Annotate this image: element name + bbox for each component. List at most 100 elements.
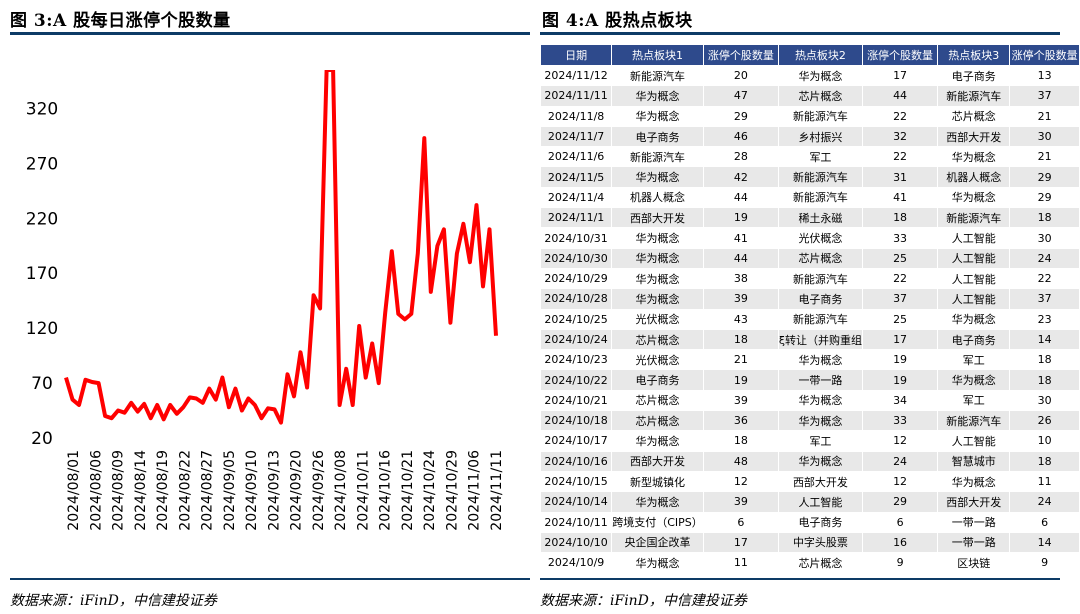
table-cell: 2024/10/18 bbox=[539, 410, 613, 432]
table-cell: 29 bbox=[1009, 186, 1080, 209]
x-tick-label: 2024/11/11 bbox=[489, 450, 505, 531]
table-cell: 芯片概念 bbox=[777, 247, 864, 269]
table-cell: 华为概念 bbox=[937, 186, 1011, 209]
table-cell: 电子商务 bbox=[777, 511, 864, 533]
table-cell: 19 bbox=[862, 369, 939, 391]
table-row: 2024/10/15 新型城镇化 12 西部大开发 12 华为概念 11 bbox=[539, 470, 1080, 493]
table-cell: 2024/10/11 bbox=[539, 511, 613, 533]
table-cell: 2024/11/12 bbox=[539, 64, 613, 87]
table-cell: 2024/10/21 bbox=[539, 389, 613, 412]
x-tick-label: 2024/10/21 bbox=[400, 450, 416, 531]
table-cell: 人工智能 bbox=[937, 267, 1011, 290]
table-cell: 44 bbox=[702, 247, 779, 269]
column-header: 热点板块1 bbox=[611, 44, 704, 66]
table-cell: 2024/10/31 bbox=[539, 227, 613, 249]
table-cell: 华为概念 bbox=[611, 552, 704, 574]
table-cell: 2024/10/10 bbox=[539, 531, 613, 554]
table-cell: 19 bbox=[702, 369, 779, 391]
table-cell: 22 bbox=[1009, 267, 1080, 290]
column-header: 涨停个股数量 bbox=[862, 44, 939, 66]
column-header: 热点板块3 bbox=[937, 44, 1011, 66]
table-cell: 2024/11/11 bbox=[539, 85, 613, 107]
table-cell: 人工智能 bbox=[937, 247, 1011, 269]
table-row: 2024/10/30 华为概念 44 芯片概念 25 人工智能 24 bbox=[539, 247, 1080, 269]
table-cell: 33 bbox=[862, 227, 939, 249]
table-cell: 41 bbox=[702, 227, 779, 249]
table-cell: 一带一路 bbox=[777, 369, 864, 391]
table-cell: 29 bbox=[702, 105, 779, 127]
table-row: 2024/11/8 华为概念 29 新能源汽车 22 芯片概念 21 bbox=[539, 105, 1080, 127]
table-cell: 19 bbox=[862, 349, 939, 371]
table-cell: 华为概念 bbox=[937, 470, 1011, 493]
table-cell: 2024/10/25 bbox=[539, 308, 613, 330]
table-row: 2024/10/25 光伏概念 43 新能源汽车 25 华为概念 23 bbox=[539, 308, 1080, 330]
table-cell: 华为概念 bbox=[777, 64, 864, 87]
table-cell: 2024/10/30 bbox=[539, 247, 613, 269]
table-cell: 30 bbox=[1009, 389, 1080, 412]
table-cell: 2024/10/17 bbox=[539, 430, 613, 452]
table-cell: 芯片概念 bbox=[611, 389, 704, 412]
table-cell: 西部大开发 bbox=[611, 450, 704, 472]
table-cell: 2024/11/6 bbox=[539, 146, 613, 168]
x-tick-label: 2024/10/11 bbox=[355, 450, 371, 531]
table-cell: 21 bbox=[1009, 146, 1080, 168]
table-cell: 人工智能 bbox=[937, 288, 1011, 310]
table-row: 2024/11/4 机器人概念 44 新能源汽车 41 华为概念 29 bbox=[539, 186, 1080, 209]
table-cell: 华为概念 bbox=[937, 369, 1011, 391]
left-bottom-rule bbox=[10, 578, 530, 580]
table-cell: 34 bbox=[862, 389, 939, 412]
table-row: 2024/10/21 芯片概念 39 华为概念 34 军工 30 bbox=[539, 389, 1080, 412]
table-cell: 44 bbox=[702, 186, 779, 209]
table-cell: 芯片概念 bbox=[611, 410, 704, 432]
right-top-rule bbox=[540, 32, 1060, 35]
table-cell: 39 bbox=[702, 389, 779, 412]
column-header: 涨停个股数量 bbox=[1009, 44, 1080, 66]
table-cell: 光伏概念 bbox=[777, 227, 864, 249]
table-cell: 22 bbox=[862, 146, 939, 168]
x-tick-label: 2024/08/14 bbox=[133, 450, 149, 531]
table-cell: 华为概念 bbox=[611, 267, 704, 290]
table-cell: 2024/10/14 bbox=[539, 491, 613, 513]
y-tick-label: 170 bbox=[26, 264, 58, 284]
table-cell: 19 bbox=[702, 207, 779, 229]
table-cell: 18 bbox=[1009, 450, 1080, 472]
table-cell: 西部大开发 bbox=[611, 207, 704, 229]
table-cell: 2024/10/28 bbox=[539, 288, 613, 310]
table-cell: 29 bbox=[1009, 166, 1080, 188]
table-cell: 电子商务 bbox=[937, 328, 1011, 351]
x-tick-label: 2024/10/24 bbox=[422, 450, 438, 531]
table-cell: 光伏概念 bbox=[611, 349, 704, 371]
x-tick-label: 2024/08/22 bbox=[177, 450, 193, 531]
x-tick-label: 2024/08/06 bbox=[88, 450, 104, 531]
table-cell: 17 bbox=[862, 64, 939, 87]
x-tick-label: 2024/10/08 bbox=[333, 450, 349, 531]
table-cell: 电子商务 bbox=[777, 288, 864, 310]
table-cell: 芯片概念 bbox=[777, 552, 864, 574]
table-cell: 38 bbox=[702, 267, 779, 290]
table-cell: 17 bbox=[702, 531, 779, 554]
table-cell: 18 bbox=[1009, 369, 1080, 391]
x-tick-label: 2024/08/09 bbox=[111, 450, 127, 531]
table-cell: 33 bbox=[862, 410, 939, 432]
table-cell: 2024/10/9 bbox=[539, 552, 613, 574]
table-cell: 37 bbox=[1009, 85, 1080, 107]
table-cell: 12 bbox=[862, 430, 939, 452]
table-cell: 西部大开发 bbox=[937, 491, 1011, 513]
table-cell: 一带一路 bbox=[937, 511, 1011, 533]
table-cell: 华为概念 bbox=[611, 288, 704, 310]
column-header: 日期 bbox=[539, 44, 613, 66]
right-figure-title: 图 4:A 股热点板块 bbox=[542, 11, 693, 31]
table-row: 2024/10/29 华为概念 38 新能源汽车 22 人工智能 22 bbox=[539, 267, 1080, 290]
table-cell: 人工智能 bbox=[937, 430, 1011, 452]
table-cell: 41 bbox=[862, 186, 939, 209]
table-cell: 42 bbox=[702, 166, 779, 188]
table-cell: 电子商务 bbox=[937, 64, 1011, 87]
table-cell: 9 bbox=[1009, 552, 1080, 574]
right-bottom-rule bbox=[540, 578, 1060, 580]
x-tick-label: 2024/08/01 bbox=[66, 450, 82, 531]
table-cell: 22 bbox=[862, 267, 939, 290]
hot-sectors-table: 日期 热点板块1 涨停个股数量 热点板块2 涨停个股数量 热点板块3 涨停个股数量 2024… bbox=[539, 44, 1080, 574]
table-cell: 43 bbox=[702, 308, 779, 330]
table-cell: 2024/10/29 bbox=[539, 267, 613, 290]
table-cell: 39 bbox=[702, 491, 779, 513]
